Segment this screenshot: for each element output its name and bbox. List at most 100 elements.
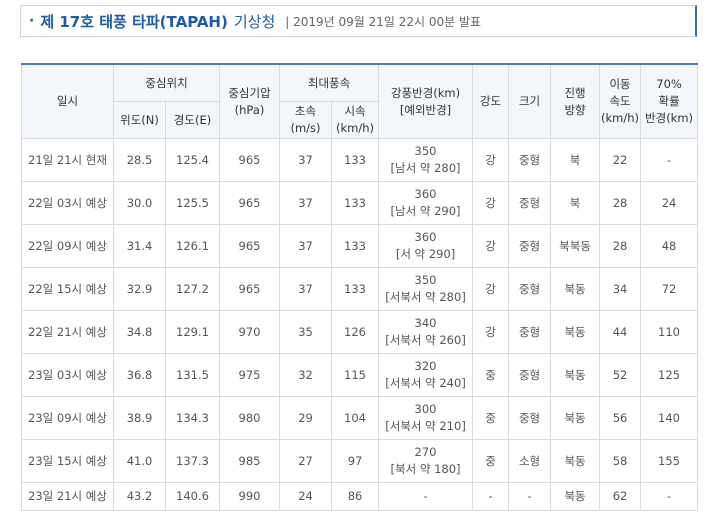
cell-text: 980 (238, 410, 261, 425)
table-cell: 29 (279, 396, 333, 440)
table-cell: 127.2 (164, 267, 221, 311)
table-cell: 37 (279, 267, 333, 311)
cell-text: 21일 21시 현재 (28, 152, 107, 167)
cell-text: 북동 (564, 489, 586, 503)
header-cell: 시속 (km/h) (331, 101, 380, 139)
table-cell: 350 [남서 약 280] (378, 138, 474, 182)
table-cell: 북북동 (550, 224, 601, 268)
cell-text: 140 (658, 410, 680, 425)
cell-text: 125.5 (176, 195, 209, 210)
cell-text: 29 (298, 410, 313, 425)
cell-text: 58 (612, 453, 628, 468)
cell-text: 350 (414, 144, 437, 158)
cell-text: - (666, 489, 672, 503)
cell-text: 340 (414, 316, 437, 330)
header-cell: 진행 방향 (550, 63, 601, 139)
cell-text: 24 (661, 195, 677, 210)
cell-text: 22 (612, 152, 628, 167)
table-cell: 27 (279, 439, 333, 483)
cell-text: 127.2 (176, 281, 209, 296)
table-cell: 중형 (508, 181, 552, 225)
table-cell: 41.0 (113, 439, 166, 483)
cell-text: 126 (344, 324, 366, 339)
cell-text: 강 (485, 281, 496, 296)
cell-text: 72 (661, 281, 677, 296)
header-cell: 중심위치 (112, 63, 221, 102)
table-cell: 강 (472, 310, 510, 354)
cell-text: 37 (298, 238, 313, 253)
table-row: 22일 03시 예상 30.0 125.5 965 37 133 360 [남서 약 290]… (21, 181, 699, 225)
table-cell: 965 (219, 267, 281, 311)
table-cell: 28 (599, 224, 642, 268)
table-cell: 중 (472, 396, 510, 440)
cell-text: 125 (658, 367, 680, 382)
table-cell: 133 (331, 138, 380, 182)
cell-text: 28 (612, 238, 628, 253)
table-row: 22일 09시 예상 31.4 126.1 965 37 133 360 [서 약 290] 강… (21, 224, 699, 268)
table-cell: 34.8 (113, 310, 166, 354)
cell-text: 중 (485, 367, 496, 382)
table-cell: 965 (219, 138, 281, 182)
table-cell: 중 (472, 353, 510, 397)
cell-text: 360 (414, 230, 437, 244)
cell-text: 41.0 (126, 453, 153, 468)
cell-text: 강 (485, 324, 496, 339)
cell-text: 965 (238, 152, 261, 167)
cell-text: (km/h) (601, 111, 640, 125)
cell-text: 일시 (56, 94, 79, 108)
table-cell: - (508, 482, 552, 511)
cell-text: 22일 09시 예상 (28, 238, 107, 253)
table-cell: 126.1 (164, 224, 221, 268)
cell-text: 강 (485, 195, 496, 210)
table-cell: 360 [서 약 290] (378, 224, 474, 268)
cell-text: 131.5 (176, 367, 209, 382)
header-cell: 중심기압 (hPa) (219, 63, 281, 139)
cell-text: (m/s) (290, 121, 321, 135)
cell-text: 43.2 (126, 489, 153, 503)
table-cell: 62 (599, 482, 642, 511)
cell-text: 62 (612, 489, 628, 503)
table-cell: 32.9 (113, 267, 166, 311)
cell-text: 129.1 (176, 324, 209, 339)
cell-text: 97 (347, 453, 363, 468)
cell-text: 강 (485, 238, 496, 253)
table-cell: 22일 21시 예상 (21, 310, 114, 354)
table-cell: 360 [남서 약 290] (378, 181, 474, 225)
cell-text: 속도 (609, 94, 631, 108)
cell-text: 34 (612, 281, 628, 296)
forecast-table: 일시 중심위치 중심기압 (hPa) 최대풍속 강풍반경(km) [예외반경] 강도… (21, 63, 699, 511)
cell-text: 975 (238, 367, 261, 382)
table-cell: 강 (472, 224, 510, 268)
table-cell: 97 (331, 439, 380, 483)
table-cell: - (472, 482, 510, 511)
header-cell: 초속 (m/s) (279, 101, 333, 139)
table-cell: 중형 (508, 138, 552, 182)
cell-text: [서 약 290] (395, 247, 456, 261)
cell-text: [남서 약 290] (390, 204, 461, 218)
bullet: · (29, 13, 35, 29)
table-cell: 140 (640, 396, 699, 440)
table-cell: 965 (219, 181, 281, 225)
table-cell: 104 (331, 396, 380, 440)
cell-text: 133 (344, 238, 366, 253)
cell-text: 48 (661, 238, 677, 253)
table-cell: 30.0 (113, 181, 166, 225)
table-row: 22일 15시 예상 32.9 127.2 965 37 133 350 [서북서 약 280… (21, 267, 699, 311)
table-cell: 중형 (508, 224, 552, 268)
cell-text: 23일 03시 예상 (28, 367, 107, 382)
cell-text: 985 (238, 453, 261, 468)
cell-text: 350 (414, 273, 437, 287)
table-cell: 131.5 (164, 353, 221, 397)
table-cell: 강 (472, 138, 510, 182)
table-cell: 350 [서북서 약 280] (378, 267, 474, 311)
cell-text: 중심기압 (228, 85, 271, 100)
cell-text: 위도(N) (120, 112, 159, 127)
cell-text: 확률 (658, 94, 680, 108)
table-row: 23일 21시 예상 43.2 140.6 990 24 86 - - - 북동 62 - (21, 482, 699, 511)
header-cell: 이동 속도 (km/h) (599, 63, 642, 139)
table-cell: 140.6 (164, 482, 221, 511)
cell-text: 137.3 (176, 453, 209, 468)
table-row: 23일 03시 예상 36.8 131.5 975 32 115 320 [서북서 약 240… (21, 353, 699, 397)
cell-text: 북동 (564, 281, 586, 296)
table-cell: 소형 (508, 439, 552, 483)
